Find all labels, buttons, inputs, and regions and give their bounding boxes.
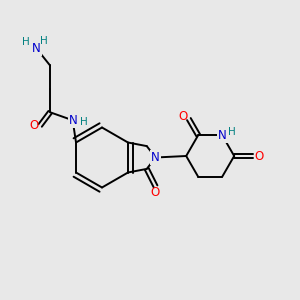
Text: O: O (255, 149, 264, 163)
Text: N: N (32, 42, 41, 55)
Text: H: H (40, 36, 48, 46)
Text: O: O (179, 110, 188, 123)
Text: N: N (151, 151, 160, 164)
Text: H: H (228, 127, 236, 136)
Text: N: N (69, 114, 78, 127)
Text: N: N (218, 129, 226, 142)
Text: O: O (29, 119, 38, 132)
Text: H: H (80, 117, 88, 127)
Text: H: H (22, 37, 30, 47)
Text: O: O (150, 186, 160, 200)
